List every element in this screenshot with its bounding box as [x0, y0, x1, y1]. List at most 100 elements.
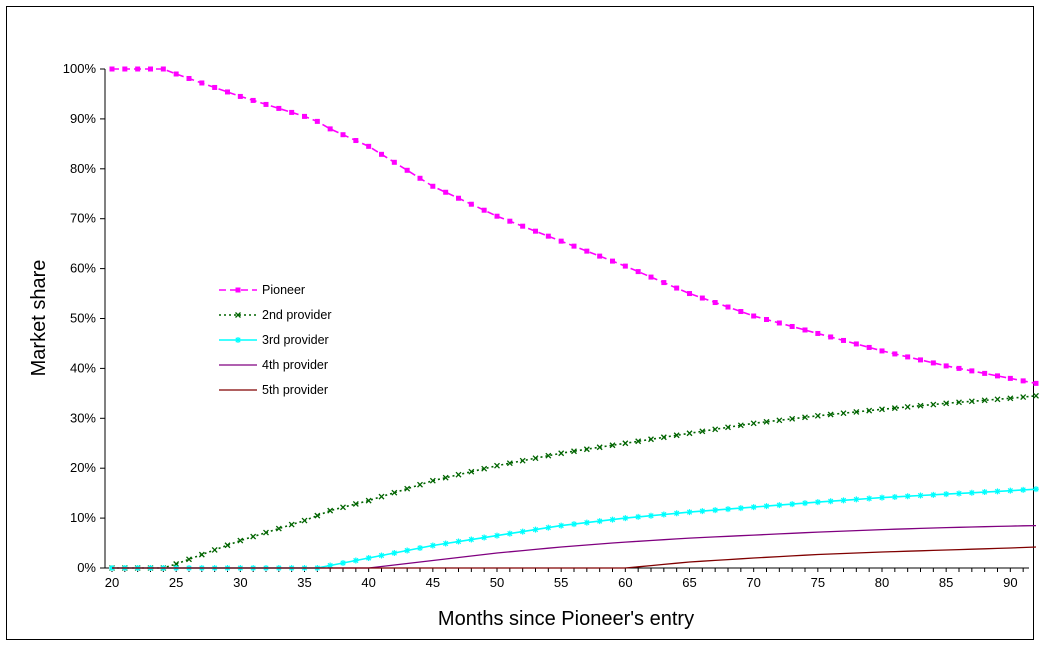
data-point-pioneer: [122, 66, 128, 72]
data-point-3rd-provider: [814, 499, 821, 506]
x-tick-label: 85: [939, 575, 953, 590]
data-point-2nd-provider: [699, 428, 706, 435]
data-point-pioneer: [1033, 380, 1039, 386]
data-point-2nd-provider: [648, 436, 654, 443]
data-point-3rd-provider: [699, 508, 706, 515]
data-point-pioneer: [533, 228, 538, 234]
data-point-pioneer: [738, 309, 744, 315]
series-4th-provider: [112, 524, 1037, 569]
data-point-2nd-provider: [404, 485, 411, 492]
data-point-3rd-provider: [545, 524, 552, 531]
data-point-pioneer: [494, 213, 500, 219]
data-point-pioneer: [109, 66, 115, 72]
data-point-pioneer: [443, 189, 449, 195]
data-point-3rd-provider: [660, 511, 667, 518]
data-point-pioneer: [340, 132, 346, 138]
data-point-2nd-provider: [673, 432, 680, 439]
y-tick-label: 80%: [70, 161, 96, 176]
data-point-2nd-provider: [519, 457, 526, 464]
data-point-2nd-provider: [1007, 395, 1014, 402]
data-point-2nd-provider: [814, 412, 821, 419]
data-point-2nd-provider: [301, 517, 308, 524]
data-point-pioneer: [571, 243, 577, 249]
data-point-3rd-provider: [981, 489, 988, 496]
data-point-pioneer: [314, 118, 320, 124]
x-tick-label: 60: [618, 575, 632, 590]
x-axis-title: Months since Pioneer's entry: [438, 608, 694, 630]
data-point-pioneer: [956, 365, 962, 371]
data-point-pioneer: [481, 207, 487, 213]
data-point-pioneer: [776, 320, 782, 326]
data-point-3rd-provider: [904, 493, 911, 500]
data-point-pioneer: [674, 285, 680, 291]
chart-frame: [6, 6, 1034, 640]
data-point-2nd-provider: [1020, 394, 1027, 401]
data-point-3rd-provider: [429, 542, 436, 549]
data-point-pioneer: [302, 113, 307, 119]
data-point-pioneer: [918, 357, 923, 363]
data-point-3rd-provider: [789, 501, 796, 508]
data-point-3rd-provider: [442, 540, 449, 547]
data-point-pioneer: [789, 323, 795, 329]
data-point-pioneer: [892, 351, 898, 357]
data-point-3rd-provider: [417, 545, 423, 552]
legend-item-2nd-provider: 2nd provider: [219, 308, 332, 322]
legend: Pioneer 2nd provider 3rd provider 4th provi…: [219, 283, 332, 397]
data-point-pioneer: [545, 233, 551, 239]
data-point-pioneer: [1020, 378, 1026, 384]
data-point-2nd-provider: [943, 400, 950, 407]
data-point-pioneer: [841, 337, 846, 343]
legend-marker: [235, 287, 241, 293]
data-point-3rd-provider: [571, 521, 577, 528]
data-point-3rd-provider: [1020, 486, 1027, 493]
y-tick-label: 30%: [70, 410, 96, 425]
data-point-pioneer: [366, 143, 372, 149]
y-tick-label: 20%: [70, 460, 96, 475]
data-point-3rd-provider: [673, 510, 680, 517]
data-point-pioneer: [160, 66, 166, 72]
data-point-3rd-provider: [404, 547, 411, 554]
y-tick-label: 50%: [70, 311, 96, 326]
data-point-pioneer: [289, 109, 295, 115]
data-point-pioneer: [751, 313, 757, 319]
x-tick-label: 65: [682, 575, 696, 590]
y-axis-title: Market share: [28, 260, 50, 377]
data-point-pioneer: [276, 105, 282, 111]
data-point-3rd-provider: [968, 489, 975, 496]
data-point-3rd-provider: [532, 526, 539, 533]
data-point-2nd-provider: [365, 497, 372, 504]
data-point-pioneer: [905, 354, 911, 360]
data-point-2nd-provider: [609, 442, 616, 449]
data-point-2nd-provider: [250, 533, 257, 540]
series-line-pioneer: [112, 68, 1037, 385]
series-line-2nd-provider: [112, 395, 1037, 569]
data-point-2nd-provider: [288, 521, 295, 528]
data-point-2nd-provider: [237, 537, 244, 544]
data-point-2nd-provider: [866, 407, 873, 414]
data-point-3rd-provider: [391, 550, 398, 557]
data-point-pioneer: [237, 93, 243, 99]
data-point-2nd-provider: [417, 481, 423, 488]
legend-label: Pioneer: [262, 283, 305, 297]
data-point-2nd-provider: [455, 471, 462, 478]
data-point-2nd-provider: [506, 460, 513, 467]
legend-item-4th-provider: 4th provider: [219, 358, 328, 372]
data-point-pioneer: [982, 370, 988, 376]
data-point-2nd-provider: [429, 477, 436, 484]
data-point-2nd-provider: [956, 399, 962, 406]
data-point-3rd-provider: [866, 495, 873, 502]
data-point-3rd-provider: [802, 500, 808, 507]
data-point-3rd-provider: [635, 513, 642, 520]
data-point-2nd-provider: [635, 438, 642, 445]
data-point-3rd-provider: [943, 491, 950, 498]
x-tick-label: 75: [811, 575, 825, 590]
data-point-pioneer: [417, 175, 423, 181]
data-point-2nd-provider: [275, 525, 282, 532]
data-point-pioneer: [828, 334, 834, 340]
data-point-pioneer: [430, 183, 436, 189]
data-point-pioneer: [610, 258, 615, 264]
data-point-2nd-provider: [545, 452, 552, 459]
data-point-2nd-provider: [737, 422, 744, 429]
legend-label: 4th provider: [262, 358, 328, 372]
data-point-pioneer: [597, 253, 603, 259]
